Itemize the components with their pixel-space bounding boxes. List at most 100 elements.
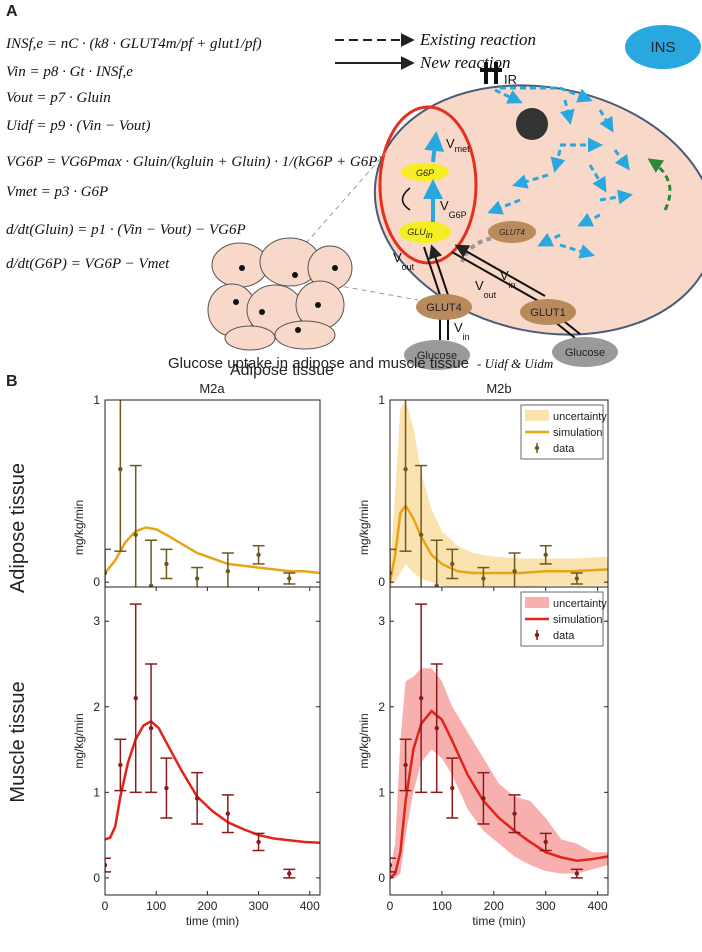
x-tick-label: 300 bbox=[536, 899, 556, 913]
data-point bbox=[118, 762, 123, 768]
glut4-vesicle bbox=[488, 221, 536, 243]
data-point bbox=[403, 467, 408, 472]
equation: INSf,e = nC · (k8 · GLUT4m/pf + glut1/pf… bbox=[5, 36, 262, 52]
equation: d/dt(Gluin) = p1 · (Vin − Vout) − VG6P bbox=[6, 222, 246, 238]
y-tick-label: 2 bbox=[93, 700, 100, 714]
y-axis-label: mg/kg/min bbox=[72, 713, 86, 768]
data-point bbox=[512, 811, 517, 816]
insulin-label: INS bbox=[650, 39, 675, 56]
x-axis-label: time (min) bbox=[186, 914, 239, 928]
title-main: Glucose uptake in adipose and muscle tis… bbox=[168, 355, 469, 372]
y-tick-label: 0 bbox=[378, 871, 385, 885]
flux-label: Vmet bbox=[446, 136, 470, 154]
nucleus bbox=[516, 108, 548, 140]
data-point bbox=[512, 569, 517, 574]
label-main: V bbox=[500, 268, 509, 283]
label-main: V bbox=[454, 320, 463, 335]
data-point bbox=[434, 725, 439, 731]
y-tick-label: 0 bbox=[93, 575, 100, 589]
glut4-label: GLUT4 bbox=[426, 302, 461, 314]
y-tick-label: 1 bbox=[378, 393, 385, 407]
equations: INSf,e = nC · (k8 · GLUT4m/pf + glut1/pf… bbox=[5, 36, 382, 272]
plot-content bbox=[105, 603, 320, 879]
data-point bbox=[543, 552, 548, 558]
x-axis-label: time (min) bbox=[472, 914, 525, 928]
zoom-lines bbox=[299, 149, 419, 301]
legend-label: simulation bbox=[553, 427, 603, 439]
y-axis-label: mg/kg/min bbox=[357, 500, 371, 555]
inhibition bbox=[401, 187, 411, 211]
y-tick-label: 1 bbox=[93, 393, 100, 407]
row-label: Muscle tissue bbox=[7, 681, 29, 802]
legend-text: Existing reaction bbox=[419, 30, 536, 49]
data-point bbox=[574, 871, 580, 876]
legend-swatch bbox=[525, 597, 549, 608]
data-point bbox=[287, 871, 292, 876]
label-sub: G6P bbox=[449, 210, 467, 220]
data-point bbox=[133, 696, 138, 701]
flux-label: VG6P bbox=[440, 198, 467, 220]
panel-label: B bbox=[6, 373, 18, 390]
label-sub: met bbox=[455, 144, 471, 154]
y-tick-label: 2 bbox=[378, 700, 385, 714]
x-tick-label: 100 bbox=[146, 899, 166, 913]
data-point bbox=[225, 811, 231, 816]
data-point bbox=[256, 552, 261, 558]
flux-label: Vin bbox=[454, 320, 470, 342]
simulation-line bbox=[105, 526, 320, 575]
x-tick-label: 0 bbox=[102, 899, 109, 913]
x-tick-label: 0 bbox=[387, 899, 394, 913]
label-main: GLU bbox=[407, 227, 426, 237]
chart: 0 1 2 3 0 100 200 300 400 mg/kg/min time (min) unce… bbox=[357, 586, 609, 928]
data-point bbox=[390, 862, 393, 868]
x-tick-label: 200 bbox=[197, 899, 217, 913]
feedback-arrow bbox=[647, 158, 672, 211]
glut4-inner-label: GLUT4 bbox=[499, 228, 525, 237]
data-point bbox=[164, 785, 169, 791]
legend-label: uncertainty bbox=[553, 411, 607, 423]
data-point bbox=[225, 569, 231, 574]
title-suffix: - Uidf & Uidm bbox=[477, 356, 553, 371]
y-tick-label: 3 bbox=[378, 614, 385, 628]
glu-in-label: GLUin bbox=[407, 227, 433, 240]
data-point bbox=[481, 576, 486, 581]
data-point bbox=[194, 576, 200, 581]
data-point bbox=[164, 561, 169, 567]
legend-label: data bbox=[553, 630, 575, 642]
y-tick-label: 3 bbox=[93, 614, 100, 628]
row-label: Adipose tissue bbox=[7, 463, 29, 593]
column-title: M2a bbox=[199, 381, 225, 396]
y-axis-label: mg/kg/min bbox=[357, 713, 371, 768]
receptor-label: IR bbox=[504, 72, 517, 87]
data-point bbox=[574, 576, 580, 581]
glucose bbox=[404, 340, 470, 370]
glut1 bbox=[520, 299, 576, 325]
flux-arrow bbox=[424, 131, 445, 163]
glut4 bbox=[416, 294, 472, 320]
data-point bbox=[148, 725, 154, 731]
legend-label: uncertainty bbox=[553, 598, 607, 610]
y-tick-label: 0 bbox=[378, 575, 385, 589]
axes-frame bbox=[104, 586, 321, 896]
simulation-line bbox=[390, 503, 608, 583]
receptor bbox=[480, 62, 502, 84]
legend-label: simulation bbox=[553, 614, 603, 626]
simulation-line bbox=[390, 709, 608, 879]
data-point bbox=[133, 532, 138, 537]
uncertainty-band bbox=[390, 400, 608, 588]
data-point bbox=[256, 839, 261, 845]
panel-label: A bbox=[6, 3, 18, 20]
equation: Vin = p8 · Gt · INSf,e bbox=[6, 64, 133, 80]
equation: Vout = p7 · Gluin bbox=[6, 90, 111, 106]
legend-swatch bbox=[525, 410, 549, 421]
label-sub: in bbox=[463, 332, 470, 342]
x-tick-label: 400 bbox=[588, 899, 608, 913]
label-sub: in bbox=[426, 230, 433, 240]
flux-label: Vout bbox=[475, 278, 497, 300]
chart: 0 1 2 3 0 100 200 300 400 mg/kg/min time (min) bbox=[72, 586, 321, 928]
data-point bbox=[418, 696, 424, 701]
equation: Uidf = p9 · (Vin − Vout) bbox=[6, 118, 151, 134]
adipocytes bbox=[207, 237, 353, 351]
x-tick-label: 400 bbox=[300, 899, 320, 913]
adipocyte-nuclei bbox=[233, 265, 338, 333]
